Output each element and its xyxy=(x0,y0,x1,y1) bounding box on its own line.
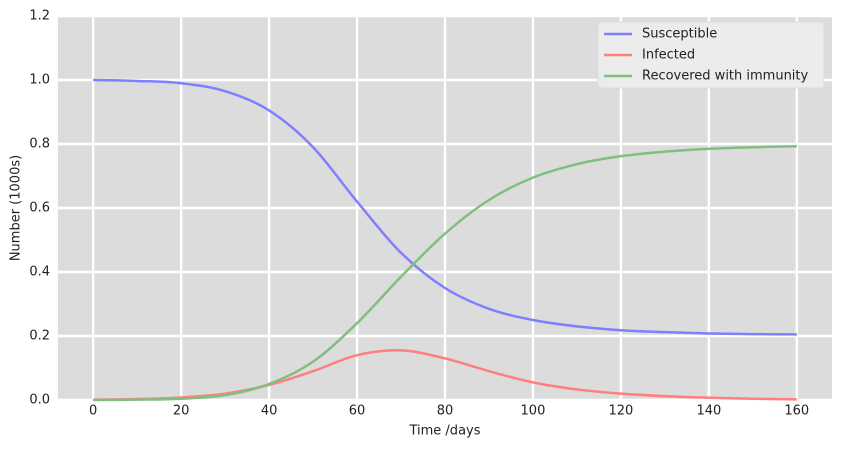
x-axis-label: Time /days xyxy=(408,424,480,439)
series-line xyxy=(93,349,797,401)
x-tick-label: 100 xyxy=(521,404,546,419)
y-axis-label: Number (1000s) xyxy=(9,155,24,261)
x-tick-label: 140 xyxy=(696,404,721,419)
y-tick-label: 0.0 xyxy=(29,393,50,408)
y-tick-label: 0.4 xyxy=(29,265,50,280)
y-tick-label: 0.2 xyxy=(29,329,50,344)
y-tick-label: 0.6 xyxy=(29,201,50,216)
legend-box xyxy=(597,21,825,89)
x-tick-label: 20 xyxy=(173,404,190,419)
series-line xyxy=(93,78,797,336)
x-tick-label: 80 xyxy=(437,404,454,419)
y-tick-label: 0.8 xyxy=(29,137,50,152)
y-tick-label: 1.2 xyxy=(29,9,50,24)
legend-label: Susceptible xyxy=(642,27,717,42)
legend-label: Infected xyxy=(642,48,695,63)
x-tick-label: 40 xyxy=(261,404,278,419)
x-tick-label: 60 xyxy=(349,404,366,419)
legend-label: Recovered with immunity xyxy=(642,69,809,84)
y-tick-label: 1.0 xyxy=(29,73,50,88)
x-tick-label: 160 xyxy=(784,404,809,419)
x-tick-label: 120 xyxy=(608,404,633,419)
series-line xyxy=(93,144,797,402)
x-tick-label: 0 xyxy=(89,404,97,419)
